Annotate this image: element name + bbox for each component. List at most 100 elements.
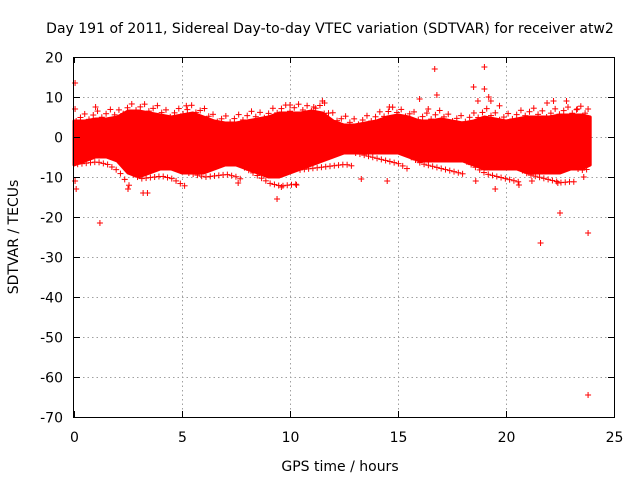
edge-marker	[167, 113, 174, 120]
edge-marker	[164, 174, 171, 181]
edge-marker	[190, 171, 197, 178]
data-band	[72, 109, 592, 179]
edge-marker	[412, 157, 419, 164]
data-point	[310, 104, 317, 110]
edge-marker	[197, 107, 204, 114]
edge-marker	[386, 158, 393, 165]
edge-marker	[115, 106, 122, 113]
y-tick-label: -10	[40, 171, 63, 187]
data-point	[515, 182, 522, 188]
data-point	[274, 196, 281, 202]
edge-marker	[254, 172, 261, 179]
edge-marker	[141, 101, 148, 108]
data-point	[321, 100, 328, 106]
data-point	[474, 98, 481, 104]
edge-marker	[579, 167, 586, 174]
data-point	[563, 98, 570, 104]
data-point	[384, 178, 391, 184]
data-point	[470, 84, 477, 90]
data-point	[537, 240, 544, 246]
edge-marker	[470, 109, 477, 116]
edge-marker	[73, 118, 80, 124]
edge-marker	[365, 153, 372, 160]
edge-marker	[352, 150, 359, 156]
edge-marker	[257, 109, 264, 116]
edge-marker	[227, 119, 234, 126]
edge-marker	[301, 166, 308, 173]
edge-marker	[543, 114, 550, 120]
edge-marker	[415, 116, 422, 123]
edge-marker	[327, 163, 334, 170]
edge-marker	[278, 105, 285, 112]
edge-marker	[552, 105, 559, 112]
edge-marker	[421, 161, 428, 168]
edge-marker	[488, 112, 495, 119]
edge-marker	[239, 116, 246, 123]
edge-marker	[569, 110, 576, 117]
edge-marker	[479, 109, 486, 116]
edge-marker	[299, 106, 306, 113]
edge-marker	[472, 164, 479, 171]
edge-marker	[403, 165, 410, 172]
edge-marker	[408, 154, 415, 161]
edge-marker	[540, 175, 547, 182]
data-point	[72, 106, 79, 112]
edge-marker	[547, 110, 554, 117]
edge-marker	[463, 158, 470, 165]
edge-marker	[393, 109, 400, 116]
data-point	[386, 104, 393, 110]
edge-marker	[446, 167, 453, 174]
edge-marker	[147, 174, 154, 181]
data-point	[73, 186, 80, 192]
edge-marker	[466, 114, 473, 121]
plot-frame	[73, 57, 615, 418]
edge-marker	[539, 107, 546, 114]
y-tick-label: -30	[40, 251, 63, 267]
data-point	[580, 174, 587, 180]
edge-marker	[74, 161, 81, 168]
edge-marker	[85, 116, 92, 123]
edge-marker	[433, 164, 440, 171]
y-tick-label: -50	[40, 331, 63, 347]
edge-marker	[458, 112, 465, 119]
edge-marker	[475, 114, 482, 121]
edge-marker	[245, 167, 252, 174]
edge-marker	[237, 175, 244, 182]
x-tick-label: 0	[70, 430, 79, 446]
edge-marker	[192, 109, 199, 116]
edge-marker	[549, 177, 556, 184]
edge-marker	[451, 168, 458, 175]
edge-marker	[476, 166, 483, 173]
x-tick-label: 25	[606, 430, 624, 446]
edge-marker	[231, 115, 238, 122]
data-point	[433, 92, 440, 98]
data-point	[554, 180, 561, 186]
edge-marker	[570, 178, 577, 185]
edge-marker	[440, 113, 447, 120]
edge-marker	[528, 172, 535, 179]
data-point	[431, 66, 438, 72]
edge-marker	[107, 106, 114, 113]
edge-marker	[269, 105, 276, 112]
edge-marker	[445, 111, 452, 118]
edge-marker	[342, 113, 349, 120]
edge-marker	[111, 111, 118, 118]
edge-marker	[515, 178, 522, 185]
edge-marker	[331, 162, 338, 169]
edge-marker	[318, 164, 325, 171]
edge-marker	[215, 172, 222, 179]
data-point	[125, 186, 131, 192]
x-tick-label: 5	[178, 430, 187, 446]
edge-marker	[222, 112, 229, 119]
edge-marker	[489, 172, 496, 179]
edge-marker	[207, 173, 214, 180]
edge-marker	[205, 113, 212, 120]
edge-marker	[381, 113, 388, 120]
edge-marker	[351, 115, 358, 122]
x-tick-label: 15	[390, 430, 408, 446]
edge-marker	[502, 175, 509, 182]
edge-marker	[304, 102, 311, 109]
edge-marker	[160, 173, 167, 180]
edge-marker	[368, 118, 375, 125]
edge-marker	[376, 108, 383, 115]
